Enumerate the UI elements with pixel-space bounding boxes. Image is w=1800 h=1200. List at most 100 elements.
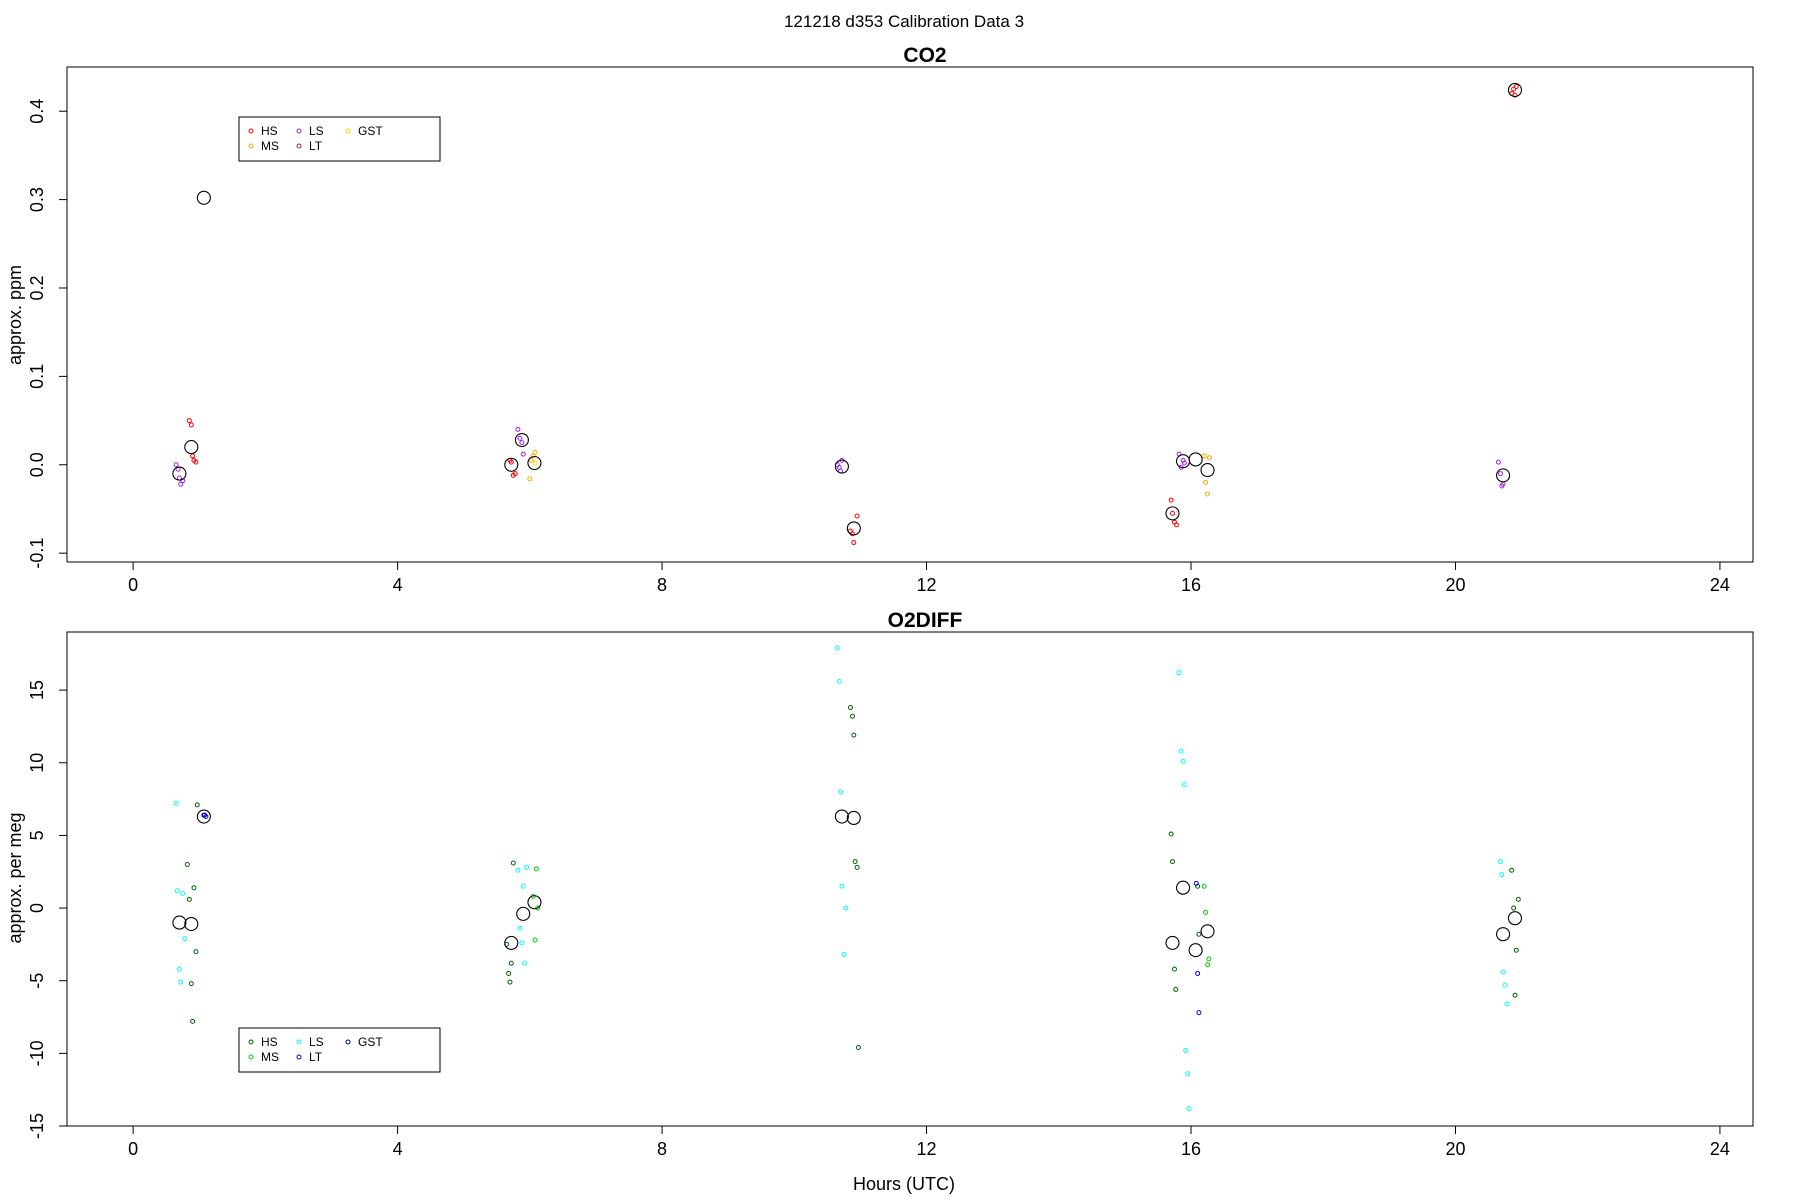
co2-mean-point (1165, 506, 1180, 521)
o2diff-y-tick-label: 15 (27, 680, 47, 700)
co2-gst-point (532, 460, 538, 466)
co2-ls-point (178, 481, 184, 487)
o2diff-hs-point (193, 949, 199, 955)
co2-hs-point (1168, 497, 1174, 503)
o2diff-ms-point (532, 937, 538, 943)
co2-mean-point (196, 190, 211, 205)
o2diff-hs-point (1515, 896, 1521, 902)
o2diff-mean-point (527, 895, 542, 910)
co2-hs-point (1513, 83, 1519, 89)
o2diff-ls-point (1500, 969, 1506, 975)
o2diff-legend-label: LS (309, 1035, 324, 1049)
co2-hs-point (1511, 86, 1517, 92)
o2diff-x-tick-label: 8 (657, 1139, 667, 1159)
o2diff-ls-point (843, 905, 849, 911)
o2diff-ls-point (524, 864, 530, 870)
o2diff-y-tick-label: -5 (27, 973, 47, 989)
o2diff-lt-point (1193, 880, 1199, 886)
o2diff-xlabel: Hours (UTC) (853, 1174, 955, 1194)
o2diff-ms-point (1203, 909, 1209, 915)
co2-hs-point (851, 540, 857, 546)
o2diff-legend-marker (345, 1039, 351, 1045)
o2diff-ls-point (836, 678, 842, 684)
co2-y-tick-label: 0.4 (27, 99, 47, 124)
o2diff-legend-marker (248, 1039, 254, 1045)
co2-y-tick-label: 0.3 (27, 187, 47, 212)
o2diff-hs-point (1173, 986, 1179, 992)
o2diff-ls-point (834, 645, 840, 651)
o2diff-ms-point (1205, 962, 1211, 968)
co2-hs-point (508, 459, 514, 465)
co2-ylabel: approx. ppm (5, 265, 25, 365)
o2diff-ls-point (1178, 748, 1184, 754)
o2diff-ls-point (1186, 1106, 1192, 1112)
co2-ms-point (528, 457, 534, 463)
co2-hs-point (854, 513, 860, 519)
co2-ls-point (517, 435, 523, 441)
o2diff-hs-point (191, 885, 197, 891)
o2diff-hs-point (190, 1018, 196, 1024)
co2-ms-point (1201, 453, 1207, 459)
co2-legend-marker (296, 128, 302, 134)
o2diff-hs-point (188, 981, 194, 987)
co2-panel: CO2 approx. ppm 0 4 8 12 16 20 24 -0.1 0.0 0.1 0.2… (5, 44, 1754, 595)
o2diff-hs-point (852, 859, 858, 865)
co2-y-tick-label: -0.1 (27, 538, 47, 569)
co2-mean-point (834, 459, 849, 474)
co2-ls-point (1495, 459, 1501, 465)
o2diff-mean-point (1176, 880, 1191, 895)
co2-ms-point (532, 449, 538, 455)
o2diff-legend-label: LT (309, 1050, 323, 1064)
o2diff-hs-point (510, 860, 516, 866)
o2diff-ms-point (1206, 956, 1212, 962)
o2diff-hs-point (194, 802, 200, 808)
o2diff-ls-point (174, 888, 180, 894)
o2diff-x-tick-label: 4 (393, 1139, 403, 1159)
co2-y-tick-label: 0.2 (27, 275, 47, 300)
o2diff-hs-point (1512, 992, 1518, 998)
o2diff-hs-point (1196, 931, 1202, 937)
co2-ls-point (515, 426, 521, 432)
co2-ls-point (1497, 471, 1503, 477)
o2diff-mean-point (1200, 924, 1215, 939)
figure-title: 121218 d353 Calibration Data 3 (784, 12, 1024, 31)
o2diff-x-tick-label: 16 (1181, 1139, 1201, 1159)
co2-x-tick-label: 0 (128, 575, 138, 595)
o2diff-ls-point (520, 883, 526, 889)
co2-legend-label: LT (309, 139, 323, 153)
o2diff-hs-point (1169, 859, 1175, 865)
o2diff-ylabel: approx. per meg (5, 812, 25, 943)
co2-x-tick-label: 4 (393, 575, 403, 595)
o2diff-y-tick-label: 5 (27, 830, 47, 840)
co2-mean-point (1188, 452, 1203, 467)
co2-ls-point (173, 462, 179, 468)
co2-y-tick-label: 0.0 (27, 452, 47, 477)
o2diff-hs-point (186, 896, 192, 902)
o2diff-hs-point (1171, 966, 1177, 972)
o2diff-mean-point (834, 809, 849, 824)
o2diff-y-tick-label: 10 (27, 753, 47, 773)
co2-mean-point (527, 455, 542, 471)
o2diff-x-tick-label: 24 (1710, 1139, 1730, 1159)
o2diff-x-tick-label: 20 (1445, 1139, 1465, 1159)
o2diff-mean-point (184, 916, 199, 932)
o2diff-legend-label: HS (261, 1035, 278, 1049)
co2-mean-point (184, 440, 199, 455)
co2-x-tick-label: 20 (1445, 575, 1465, 595)
o2diff-hs-point (508, 960, 514, 966)
co2-legend-label: HS (261, 124, 278, 138)
o2diff-mean-point (1188, 943, 1203, 958)
o2diff-ls-point (178, 979, 184, 985)
co2-mean-point (1507, 82, 1523, 98)
co2-hs-point (512, 471, 518, 477)
o2diff-mean-point (1507, 911, 1523, 926)
o2diff-legend-box (238, 1027, 441, 1073)
o2diff-ls-point (1176, 670, 1182, 676)
co2-legend-label: LS (309, 124, 324, 138)
o2diff-legend-marker (296, 1039, 302, 1045)
co2-legend-label: GST (358, 124, 383, 138)
o2diff-hs-point (506, 970, 512, 976)
